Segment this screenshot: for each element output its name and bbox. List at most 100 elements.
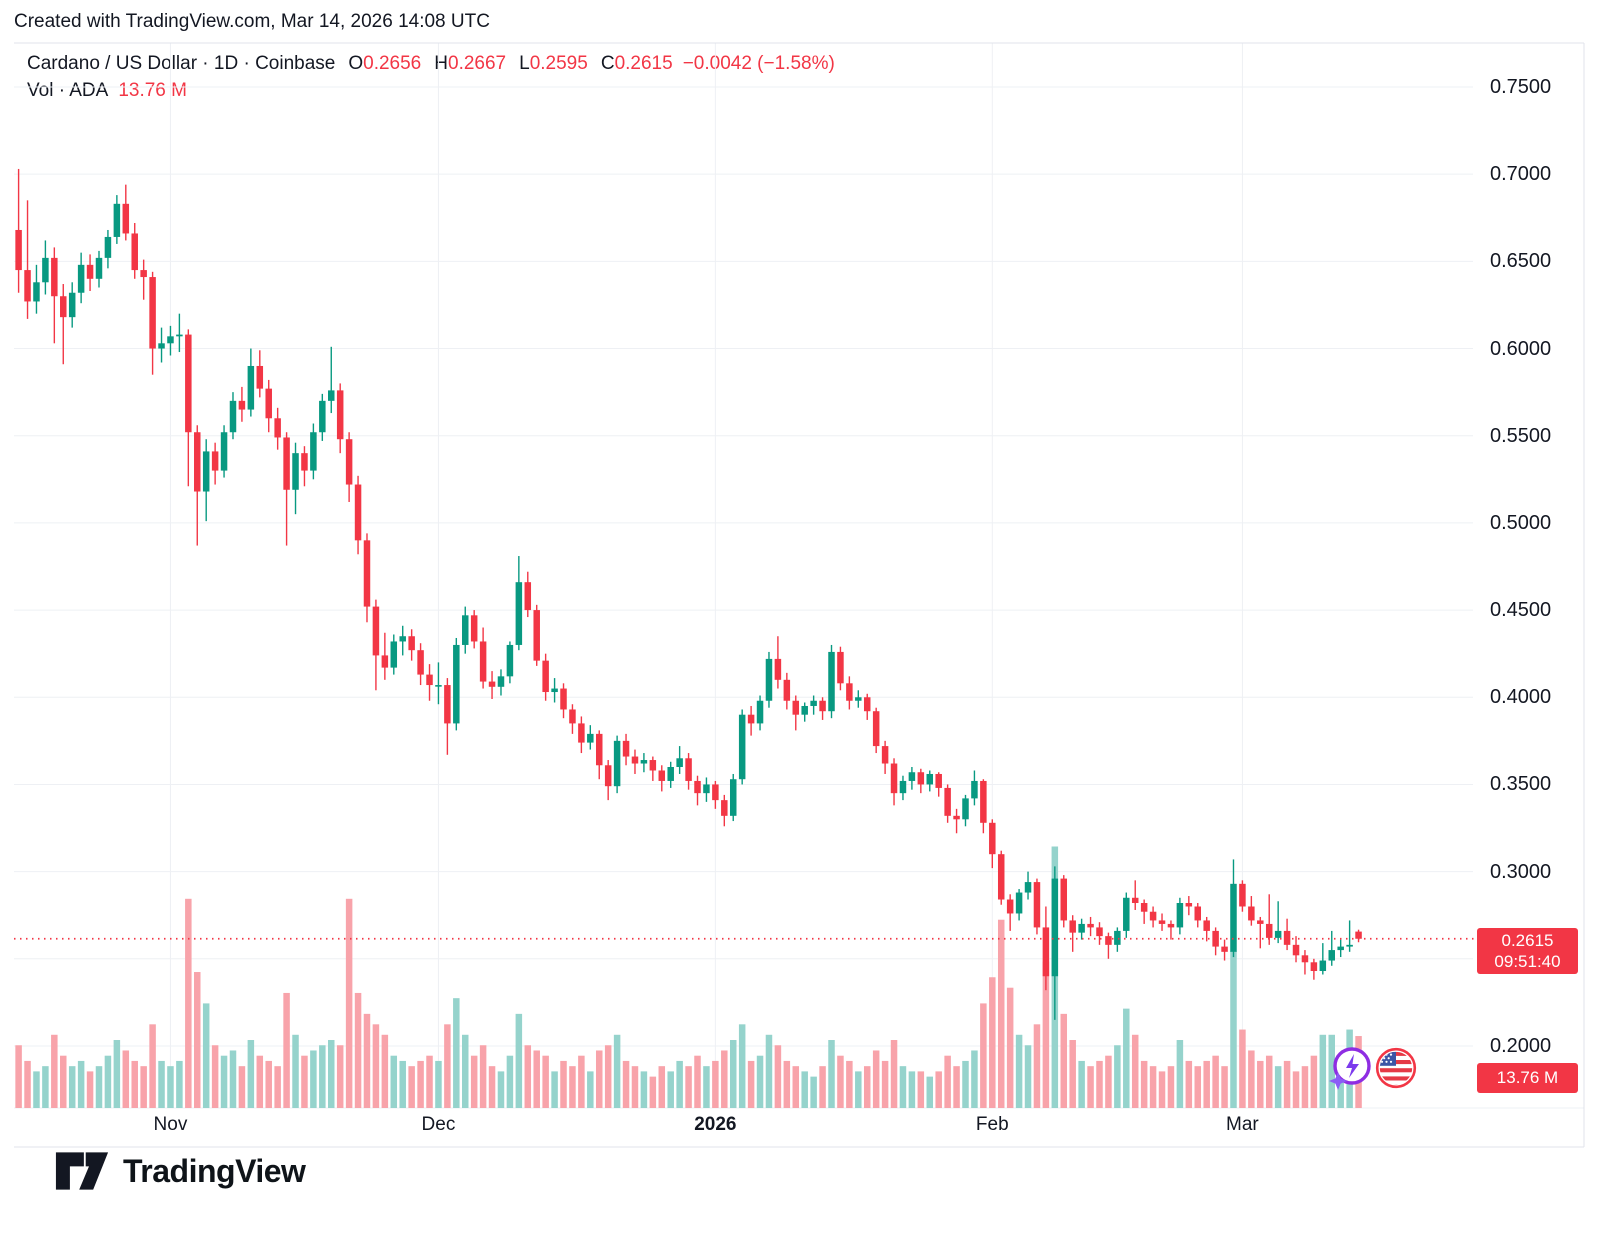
symbol-title[interactable]: Cardano / US Dollar · 1D · Coinbase (27, 53, 336, 74)
volume-bar (1042, 961, 1050, 1108)
candle-body (319, 400, 326, 433)
volume-bar (51, 1034, 58, 1108)
candle-body (229, 400, 237, 433)
price-axis-label: 0.5000 (1490, 511, 1552, 534)
candle-body (301, 453, 308, 471)
time-axis-label: Nov (153, 1114, 188, 1135)
volume-bar (738, 1024, 746, 1108)
candle-body (1131, 897, 1139, 904)
volume-bar (1248, 1050, 1255, 1108)
candle-body (551, 688, 558, 693)
volume-bar (104, 1055, 112, 1108)
volume-bar (479, 1045, 487, 1108)
candle-body (631, 756, 639, 764)
volume-bar (1176, 1040, 1184, 1108)
symbol-legend[interactable]: Cardano / US Dollar · 1D · Coinbase O0.26… (27, 53, 835, 75)
candle-body (1096, 927, 1103, 937)
candle-body (1301, 955, 1309, 963)
candle-body (1167, 923, 1175, 928)
candle-body (122, 203, 130, 234)
volume-bar (890, 1040, 898, 1108)
candle-body (765, 658, 773, 701)
volume-bar (256, 1055, 264, 1108)
candle-body (533, 610, 540, 661)
candle-body (1060, 878, 1068, 921)
volume-bar (1069, 1040, 1076, 1108)
last-price-value: 0.2615 (1501, 931, 1554, 950)
volume-bar (167, 1066, 174, 1108)
volume-bar (265, 1060, 272, 1108)
volume-bar (1105, 1055, 1112, 1108)
candle-body (1212, 930, 1219, 947)
volume-bar (42, 1066, 49, 1108)
candle-body (971, 780, 978, 799)
volume-bar (336, 1045, 344, 1108)
candle-body (1221, 946, 1228, 952)
candle-body (1105, 936, 1112, 945)
volume-bar (810, 1076, 817, 1108)
tradingview-logo[interactable]: TradingView (55, 1151, 306, 1191)
candle-body (220, 432, 228, 471)
candle-body (488, 681, 496, 687)
volume-bar (846, 1060, 853, 1108)
volume-bar (1230, 951, 1237, 1108)
candle-body (1033, 882, 1041, 928)
volume-legend[interactable]: Vol · ADA 13.76 M (27, 80, 187, 102)
candle-body (837, 651, 844, 684)
candle-body (194, 432, 201, 492)
volume-bar (649, 1076, 657, 1108)
candle-body (846, 683, 853, 701)
us-market-flag-button[interactable] (1375, 1047, 1421, 1093)
candle-body (328, 390, 335, 401)
candle-body (1203, 920, 1210, 931)
candle-body (211, 451, 219, 471)
volume-bar (229, 1050, 237, 1108)
volume-bar (1283, 1060, 1291, 1108)
candle-body (1042, 927, 1050, 977)
volume-bar (1060, 1013, 1068, 1108)
candle-body (265, 388, 272, 419)
candle-body (68, 292, 76, 318)
candle-body (1239, 883, 1246, 907)
ai-assistant-button[interactable] (1327, 1045, 1373, 1091)
candle-body (989, 822, 996, 855)
candle-body (595, 733, 603, 766)
volume-bar (926, 1076, 934, 1108)
candle-body (1274, 930, 1282, 938)
volume-bar (863, 1066, 871, 1108)
time-axis-label: Feb (975, 1114, 1009, 1135)
candle-body (381, 655, 389, 668)
volume-bar (194, 972, 201, 1108)
candle-body (283, 437, 290, 490)
candle-body (1292, 944, 1300, 956)
candle-body (721, 800, 728, 816)
candle-body (703, 784, 710, 794)
candle-body (962, 798, 969, 820)
candle-body (899, 780, 907, 794)
volume-bar (729, 1040, 737, 1108)
candle-body (569, 709, 576, 724)
volume-bar (1096, 1060, 1103, 1108)
created-with-caption: Created with TradingView.com, Mar 14, 20… (14, 11, 490, 32)
candle-body (1310, 962, 1318, 972)
candle-body (881, 746, 889, 764)
candle-body (542, 660, 549, 693)
high-value: 0.2667 (448, 53, 507, 74)
candle-body (756, 700, 764, 724)
volume-bar (417, 1060, 424, 1108)
volume-bar (1185, 1060, 1193, 1108)
volume-bar (247, 1040, 255, 1108)
volume-bar (1033, 1024, 1041, 1108)
volume-bar (453, 998, 460, 1108)
volume-bar (631, 1066, 639, 1108)
candle-body (828, 651, 835, 712)
candle-body (1319, 960, 1327, 972)
candle-body (560, 688, 567, 710)
volume-bar (113, 1040, 121, 1108)
change-value: −0.0042 (−1.58%) (682, 53, 835, 74)
volume-bar (578, 1055, 585, 1108)
candle-body (863, 697, 871, 712)
volume-bar (587, 1071, 594, 1108)
candle-body (694, 780, 701, 794)
